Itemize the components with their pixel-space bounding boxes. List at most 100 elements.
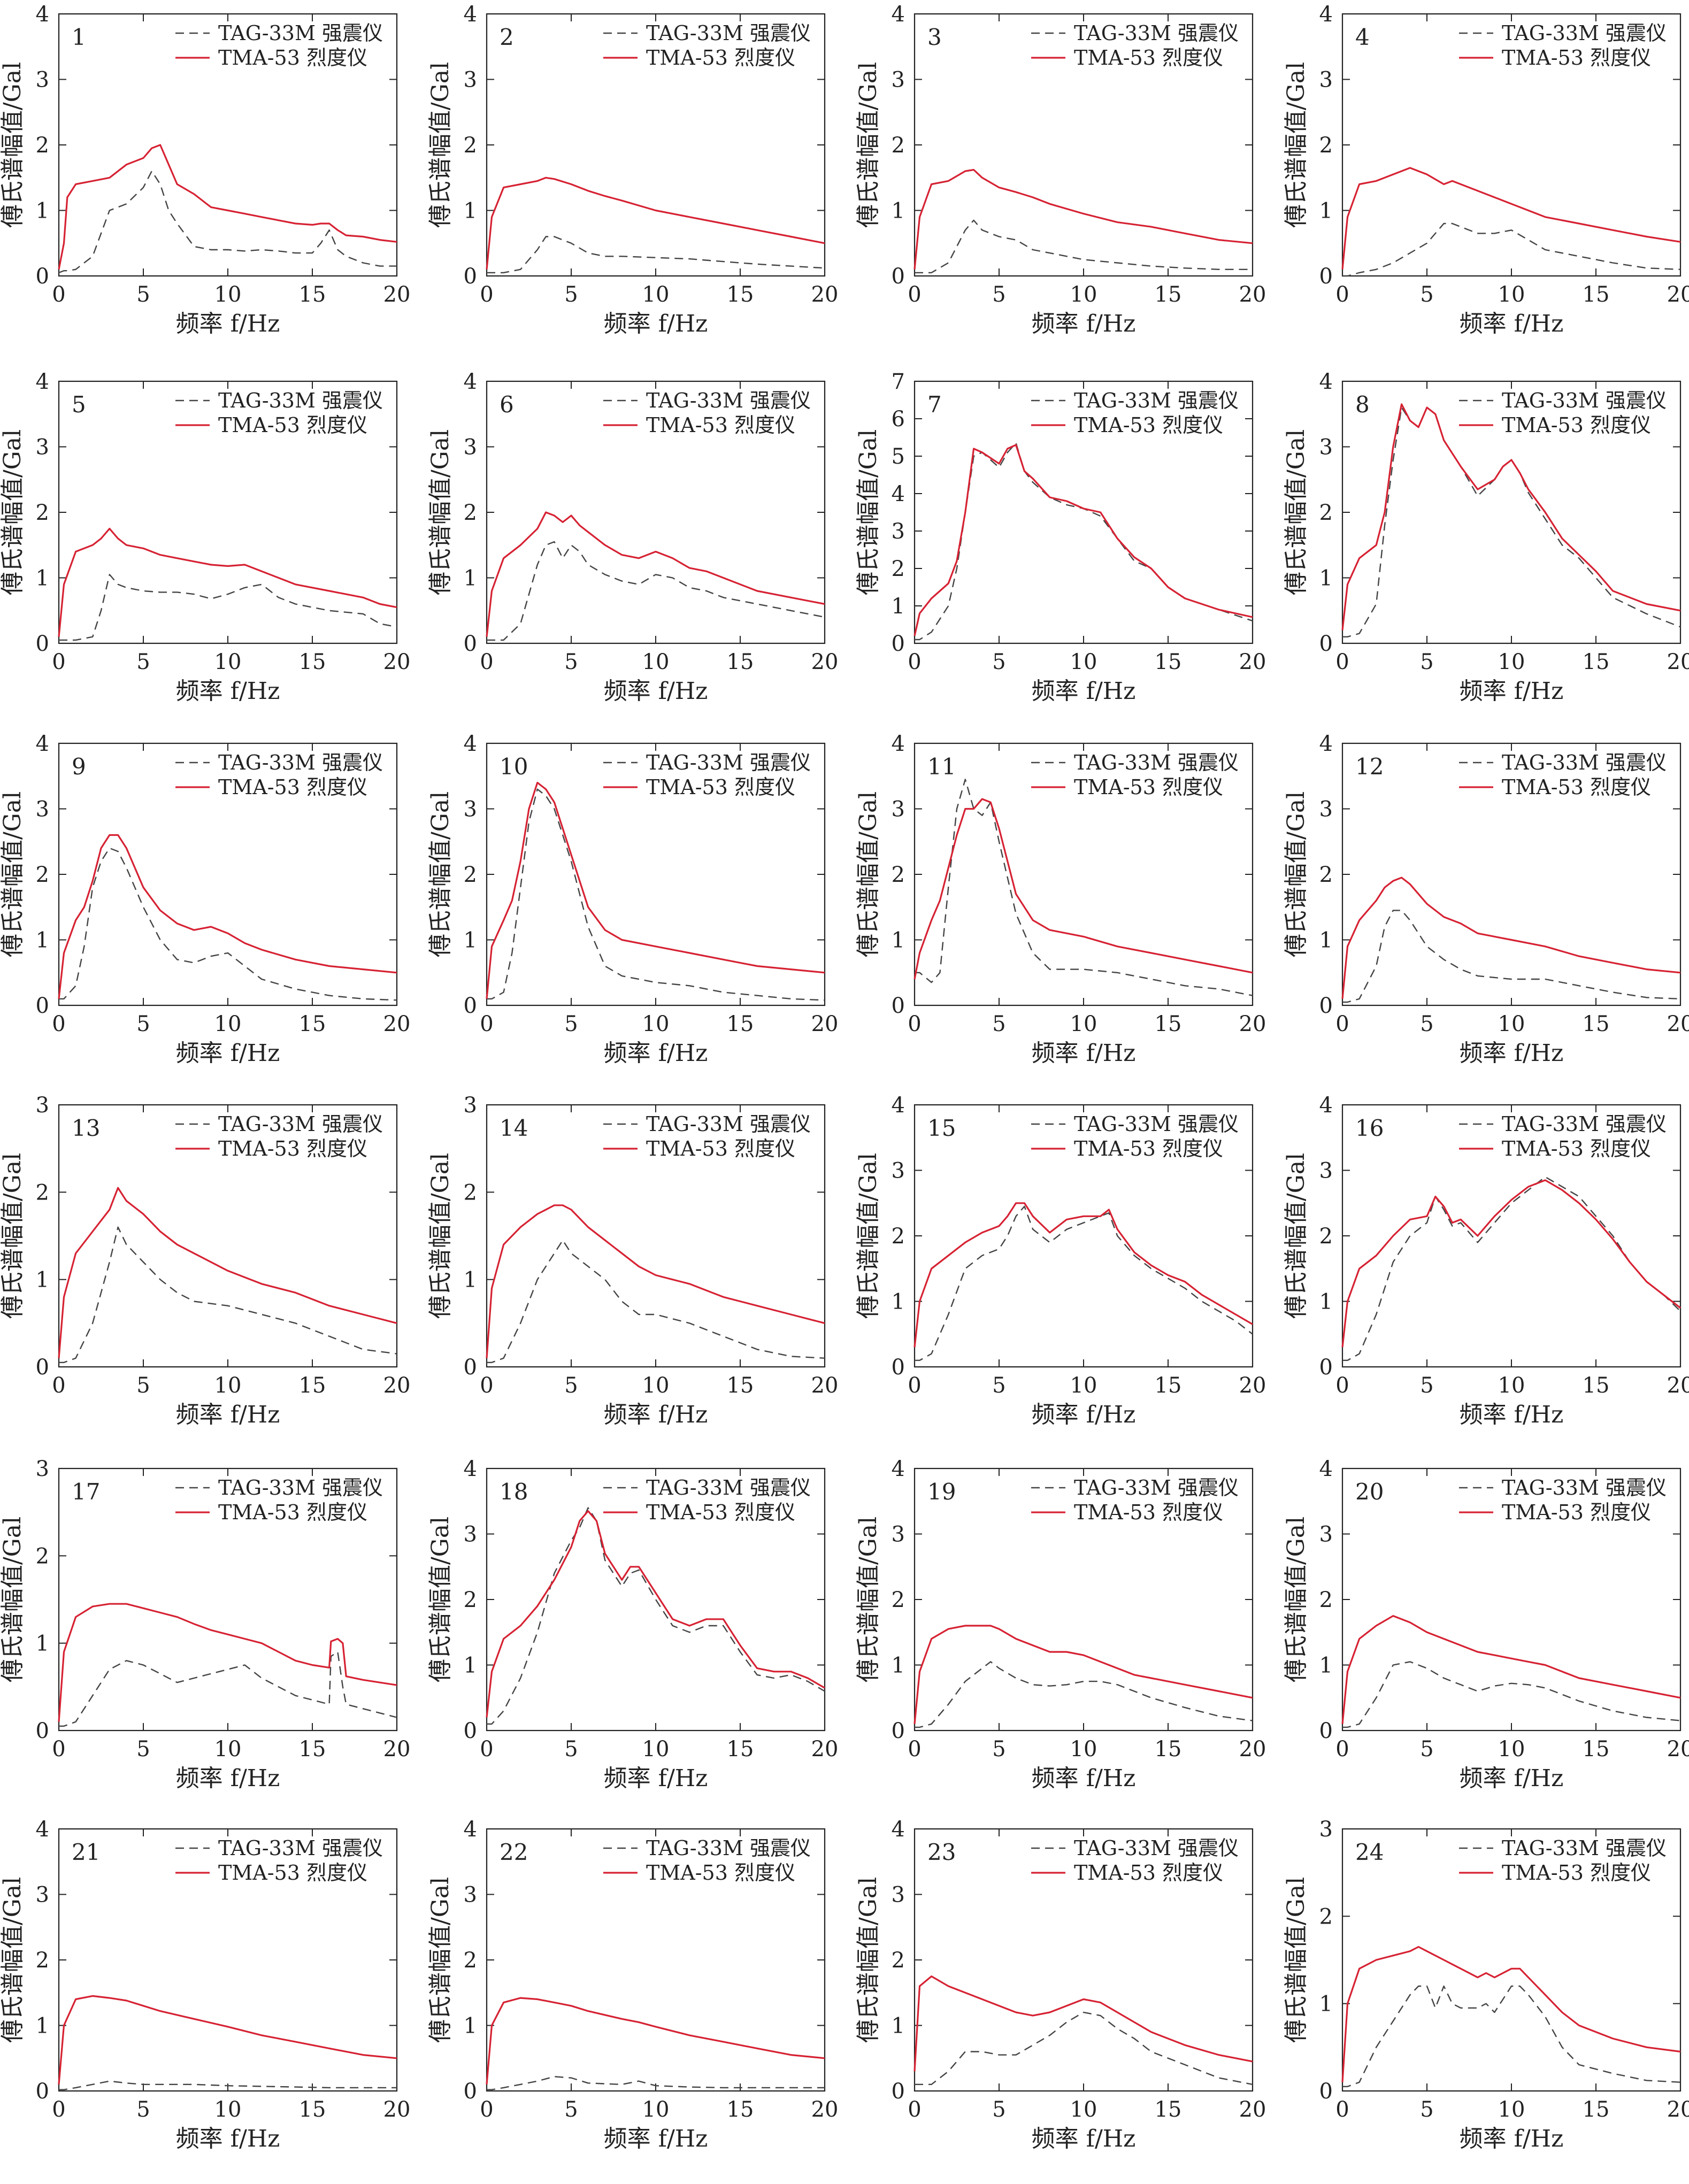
y-axis-label: 傅氏谱幅值/Gal [1283, 1877, 1310, 2043]
y-tick-label: 4 [1319, 370, 1333, 394]
x-tick-label: 5 [1420, 2097, 1433, 2122]
y-tick-label: 1 [1319, 199, 1333, 224]
y-tick-label: 0 [464, 2079, 477, 2104]
x-tick-label: 10 [642, 2097, 670, 2122]
y-tick-label: 0 [36, 1355, 49, 1380]
y-tick-label: 0 [464, 994, 477, 1018]
x-tick-label: 20 [1239, 282, 1266, 307]
x-tick-label: 0 [908, 282, 921, 307]
panel-number: 10 [500, 753, 528, 780]
series-line-tma53 [1341, 1179, 1681, 1348]
x-tick-label: 15 [299, 650, 326, 674]
y-tick-label: 2 [36, 1180, 49, 1205]
chart-panel-17: 0 5 10 15 20 0 1 2 3 频率 f/Hz 傅氏谱幅值/Gal 17 TAG-33M 强震… [0, 1457, 410, 1792]
panel-number: 24 [1355, 1839, 1384, 1865]
y-tick-label: 0 [36, 632, 49, 656]
x-tick-label: 15 [299, 1737, 326, 1762]
y-tick-label: 2 [464, 133, 477, 158]
series-line-tma53 [58, 528, 397, 637]
x-tick-label: 15 [1583, 650, 1610, 674]
y-tick-label: 0 [892, 2079, 905, 2104]
panel-number: 3 [927, 24, 942, 50]
chart-panel-15: 0 5 10 15 20 0 1 2 3 4 频率 f/Hz 傅氏谱幅值/Gal 15 TAG-33M 强… [855, 1093, 1266, 1428]
x-tick-label: 10 [214, 650, 242, 674]
panel-number: 13 [72, 1115, 100, 1141]
series-line-tma53 [913, 1625, 1253, 1724]
x-tick-label: 0 [480, 2097, 493, 2122]
legend-label-tag33m: TAG-33M 强震仪 [1074, 389, 1239, 412]
x-tick-label: 10 [1070, 282, 1097, 307]
y-tick-label: 0 [1319, 1719, 1333, 1743]
series-line-tma53 [1341, 1615, 1681, 1724]
x-tick-label: 5 [136, 1373, 150, 1398]
legend-label-tma53: TMA-53 烈度仪 [1074, 46, 1223, 70]
x-axis-label: 频率 f/Hz [1460, 678, 1564, 705]
y-tick-label: 4 [892, 732, 905, 756]
series-line-tag33m [1342, 1985, 1681, 2087]
legend-label-tag33m: TAG-33M 强震仪 [1502, 389, 1667, 412]
y-axis-label: 傅氏谱幅值/Gal [427, 1153, 454, 1319]
legend-label-tma53: TMA-53 烈度仪 [1502, 46, 1651, 70]
x-tick-label: 10 [1498, 2097, 1525, 2122]
legend-label-tma53: TMA-53 烈度仪 [1502, 1501, 1651, 1524]
y-tick-label: 1 [464, 928, 477, 953]
x-tick-label: 10 [1070, 1737, 1097, 1762]
x-tick-label: 10 [642, 1373, 670, 1398]
x-tick-label: 10 [1070, 1012, 1097, 1036]
x-tick-label: 20 [1239, 1012, 1266, 1036]
y-axis-label: 傅氏谱幅值/Gal [855, 1877, 882, 2043]
x-axis-label: 频率 f/Hz [604, 310, 708, 337]
series-line-tag33m [487, 1239, 825, 1363]
legend-label-tma53: TMA-53 烈度仪 [646, 413, 795, 437]
x-tick-label: 0 [480, 1737, 493, 1762]
y-tick-label: 1 [1319, 1654, 1333, 1678]
x-tick-label: 15 [1583, 1737, 1610, 1762]
x-tick-label: 5 [136, 282, 150, 307]
panel-number: 19 [927, 1479, 956, 1505]
y-tick-label: 1 [464, 566, 477, 591]
legend-label-tma53: TMA-53 烈度仪 [1074, 1501, 1223, 1524]
chart-panel-5: 0 5 10 15 20 0 1 2 3 4 频率 f/Hz 傅氏谱幅值/Gal 5 TAG-33M 强震… [0, 370, 410, 705]
y-tick-label: 0 [892, 1355, 905, 1380]
x-tick-label: 15 [1583, 2097, 1610, 2122]
y-tick-label: 3 [36, 1457, 49, 1481]
x-tick-label: 5 [1420, 1373, 1433, 1398]
x-tick-label: 15 [1583, 1373, 1610, 1398]
x-tick-label: 0 [480, 650, 493, 674]
legend-label-tag33m: TAG-33M 强震仪 [1502, 1836, 1667, 1860]
y-tick-label: 4 [1319, 2, 1333, 27]
legend-label-tma53: TMA-53 烈度仪 [1502, 1861, 1651, 1885]
legend-label-tag33m: TAG-33M 强震仪 [646, 1836, 811, 1860]
y-tick-label: 2 [36, 1948, 49, 1973]
y-axis-label: 傅氏谱幅值/Gal [0, 429, 26, 595]
x-tick-label: 15 [299, 2097, 326, 2122]
x-tick-label: 20 [1667, 1737, 1689, 1762]
chart-panel-1: 0 5 10 15 20 0 1 2 3 4 频率 f/Hz 傅氏谱幅值/Gal 1 TAG-33M 强震… [0, 2, 410, 337]
legend-label-tag33m: TAG-33M 强震仪 [1074, 1476, 1239, 1499]
y-tick-label: 1 [36, 566, 49, 591]
y-tick-label: 1 [892, 1654, 905, 1678]
y-tick-label: 3 [892, 68, 905, 93]
x-tick-label: 10 [642, 1737, 670, 1762]
x-tick-label: 5 [992, 282, 1005, 307]
legend-label-tma53: TMA-53 烈度仪 [1074, 413, 1223, 437]
legend-label-tma53: TMA-53 烈度仪 [218, 775, 367, 799]
legend-label-tag33m: TAG-33M 强震仪 [646, 389, 811, 412]
y-axis-label: 傅氏谱幅值/Gal [1283, 429, 1310, 595]
series-line-tag33m [487, 541, 825, 641]
y-tick-label: 2 [892, 863, 905, 887]
legend-label-tag33m: TAG-33M 强震仪 [1074, 751, 1239, 774]
legend-label-tma53: TMA-53 烈度仪 [218, 413, 367, 437]
y-tick-label: 1 [1319, 1992, 1333, 2017]
y-tick-label: 2 [1319, 1588, 1333, 1612]
y-axis-label: 傅氏谱幅值/Gal [427, 429, 454, 595]
series-line-tag33m [487, 788, 825, 1001]
legend-label-tag33m: TAG-33M 强震仪 [1074, 21, 1239, 45]
series-line-tma53 [1341, 403, 1681, 630]
y-tick-label: 2 [1319, 133, 1333, 158]
panel-number: 17 [72, 1479, 100, 1505]
y-tick-label: 4 [892, 1817, 905, 1842]
series-line-tma53 [1341, 876, 1681, 999]
x-tick-label: 10 [642, 1012, 670, 1036]
x-axis-label: 频率 f/Hz [1460, 1765, 1564, 1792]
